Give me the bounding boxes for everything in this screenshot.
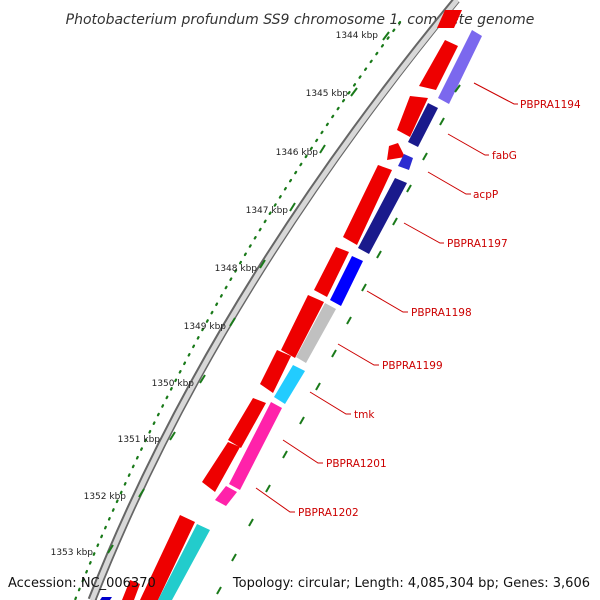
leader-lines xyxy=(255,82,518,513)
cds-arrow xyxy=(260,350,291,393)
ruler-tick-label: 1349 kbp xyxy=(184,322,227,332)
cds-arrow xyxy=(140,515,195,600)
chromosome-backbone xyxy=(87,0,464,600)
gene-feature-acpp[interactable] xyxy=(398,154,413,170)
cds-arrow xyxy=(202,442,240,492)
ruler-tick: 1345 kbp xyxy=(306,87,358,99)
cds-arrow xyxy=(437,10,462,28)
ruler-tick: 1352 kbp xyxy=(84,488,145,502)
gene-label-pbpra1202[interactable]: PBPRA1202 xyxy=(298,507,359,519)
ruler-tick: 1344 kbp xyxy=(336,31,390,41)
gene-labels: PBPRA1194 fabG acpP PBPRA1197 PBPRA1198 … xyxy=(298,99,581,519)
gene-label-pbpra1194[interactable]: PBPRA1194 xyxy=(520,99,581,111)
cds-arrow xyxy=(122,580,140,600)
accession-text: Accession: NC_006370 xyxy=(8,576,156,591)
cds-arrow xyxy=(314,247,349,297)
ruler-tick-label: 1345 kbp xyxy=(306,89,349,99)
gene-track xyxy=(100,30,482,600)
gene-label-tmk[interactable]: tmk xyxy=(354,409,375,421)
gene-feature-pbpra1201[interactable] xyxy=(229,402,282,490)
cds-arrow xyxy=(228,398,266,448)
reverse-strand-marks xyxy=(216,84,461,595)
cds-arrow xyxy=(343,165,392,245)
ruler-tick: 1350 kbp xyxy=(152,374,206,389)
ruler-tick-label: 1347 kbp xyxy=(246,206,289,216)
ruler-tick-label: 1348 kbp xyxy=(215,264,258,274)
ruler-tick: 1349 kbp xyxy=(184,317,236,332)
gene-feature-extra-teal xyxy=(158,524,210,600)
gene-label-pbpra1197[interactable]: PBPRA1197 xyxy=(447,238,508,250)
gene-label-pbpra1198[interactable]: PBPRA1198 xyxy=(411,307,472,319)
gene-feature-pbpra1199[interactable] xyxy=(296,303,336,363)
gene-label-pbpra1199[interactable]: PBPRA1199 xyxy=(382,360,443,372)
ruler-tick-label: 1353 kbp xyxy=(51,548,94,558)
gene-label-fabg[interactable]: fabG xyxy=(492,150,517,162)
gene-feature-pbpra1194[interactable] xyxy=(438,30,482,104)
ruler-tick: 1353 kbp xyxy=(51,544,114,558)
gene-feature-fabg[interactable] xyxy=(408,103,438,147)
ruler-tick-label: 1352 kbp xyxy=(84,492,127,502)
gene-feature-pbpra1197[interactable] xyxy=(358,178,407,254)
topology-summary: Topology: circular; Length: 4,085,304 bp… xyxy=(232,576,590,591)
ruler-tick-label: 1351 kbp xyxy=(118,435,161,445)
ruler-tick-label: 1350 kbp xyxy=(152,379,195,389)
ruler-tick-label: 1344 kbp xyxy=(336,31,379,41)
ruler-tick: 1347 kbp xyxy=(246,202,296,216)
cds-arrow xyxy=(387,143,405,160)
gene-label-pbpra1201[interactable]: PBPRA1201 xyxy=(326,458,387,470)
ruler-tick: 1346 kbp xyxy=(276,144,326,158)
ruler-tick: 1348 kbp xyxy=(215,259,266,274)
ruler-ticks: 1344 kbp 1345 kbp 1346 kbp 1347 kbp 1348… xyxy=(51,31,390,558)
cds-arrow xyxy=(397,96,428,137)
forward-cds-track xyxy=(122,10,462,600)
gene-feature-pbpra1198[interactable] xyxy=(330,256,363,306)
cds-arrow xyxy=(281,295,324,358)
ruler-tick-label: 1346 kbp xyxy=(276,148,319,158)
gene-label-acpp[interactable]: acpP xyxy=(473,189,498,201)
gene-feature-pbpra1202[interactable] xyxy=(215,486,237,506)
cds-arrow xyxy=(419,40,458,90)
gene-feature-extra-blue xyxy=(100,597,112,600)
ruler-tick: 1351 kbp xyxy=(118,431,176,445)
map-title: Photobacterium profundum SS9 chromosome … xyxy=(66,12,535,28)
gene-feature-tmk[interactable] xyxy=(274,365,305,404)
